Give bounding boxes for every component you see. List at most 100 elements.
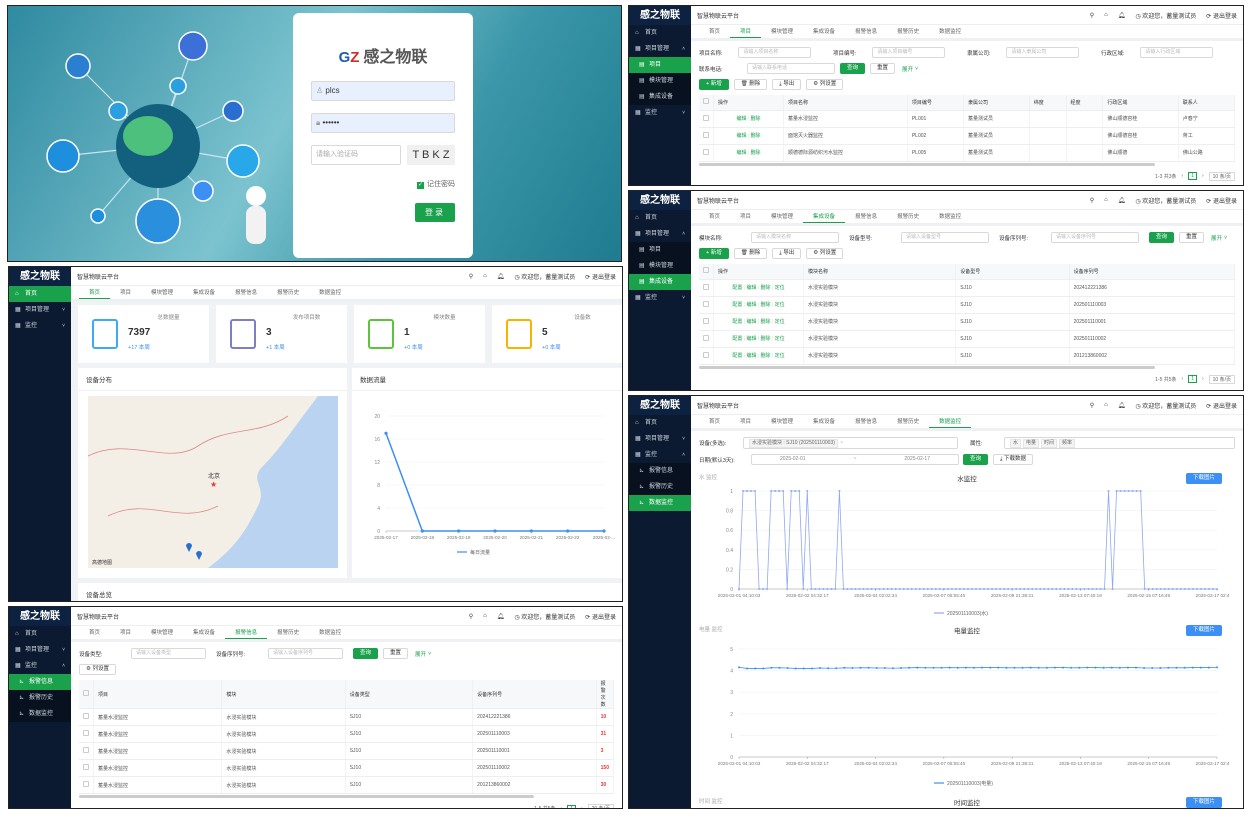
tab-0[interactable]: 首页 — [709, 214, 721, 220]
reset-button[interactable]: 重置 — [870, 63, 896, 74]
export-button[interactable]: ⤓ 导出 — [772, 248, 802, 259]
action-1[interactable]: 编辑 — [746, 353, 757, 359]
query-button[interactable]: 查询 — [1149, 232, 1175, 243]
row-checkbox[interactable] — [703, 283, 709, 290]
row-checkbox[interactable] — [703, 300, 709, 307]
tab-6[interactable]: 数据监控 — [319, 630, 342, 636]
filter-input[interactable]: 请输入设备类型 — [131, 648, 206, 659]
sidebar-item-2[interactable]: ▦ 监控 ˅ — [629, 105, 691, 121]
tab-0[interactable]: 首页 — [709, 419, 721, 425]
action-0[interactable]: 编辑 — [736, 133, 747, 139]
download-image-button[interactable]: 下载图片 — [1185, 625, 1222, 636]
attribute-tag[interactable]: 水 — [1010, 439, 1022, 448]
column-settings-button[interactable]: ⚙ 列设置 — [806, 79, 844, 90]
table-row[interactable]: 配置 | 编辑 | 删除 | 定位 水浸实验模块 SJ10 201213860002 — [699, 347, 1236, 365]
logout-button[interactable]: ⟳ 退出登录 — [1206, 11, 1237, 20]
login-button[interactable]: 登录 — [415, 203, 455, 222]
sidebar-subitem[interactable]: ▤ 项目 — [629, 57, 691, 73]
tab-5[interactable]: 报警历史 — [897, 419, 920, 425]
export-button[interactable]: ⤓ 导出 — [772, 79, 802, 90]
sidebar-item-1[interactable]: ▦ 项目管理 ˄ — [629, 41, 691, 57]
tab-2[interactable]: 模块管理 — [771, 29, 794, 35]
home-icon[interactable]: ⌂ — [1104, 12, 1108, 18]
row-checkbox[interactable] — [703, 114, 709, 121]
remember-checkbox[interactable]: ✓ — [417, 182, 424, 189]
page-number[interactable]: 1 — [567, 804, 576, 808]
sidebar-item-1[interactable]: ▦ 项目管理 ˅ — [629, 431, 691, 447]
delete-button[interactable]: 🗑︎ 删除 — [733, 248, 768, 259]
logout-button[interactable]: ⟳ 退出登录 — [1206, 401, 1237, 410]
sidebar-item-0[interactable]: ⌂ 首页 — [629, 415, 691, 431]
sidebar-item-2[interactable]: ▦ 监控 ˄ — [9, 658, 71, 674]
username-input[interactable]: ♙ plcs — [311, 81, 455, 101]
select-all-checkbox[interactable] — [703, 98, 709, 105]
filter-input[interactable]: 请输入设备序列号 — [1051, 232, 1139, 243]
row-checkbox[interactable] — [83, 713, 89, 719]
search-icon[interactable]: ⚲ — [468, 613, 474, 620]
action-1[interactable]: 删除 — [750, 133, 761, 139]
home-icon[interactable]: ⌂ — [483, 273, 487, 279]
action-3[interactable]: 定位 — [774, 302, 785, 308]
action-0[interactable]: 配置 — [732, 319, 743, 325]
action-3[interactable]: 定位 — [774, 353, 785, 359]
tab-4[interactable]: 报警信息 — [855, 419, 878, 425]
device-multiselect[interactable]: 水浸实验模块 : SJ10 (202501110003) × — [743, 437, 958, 449]
home-icon[interactable]: ⌂ — [1104, 197, 1108, 203]
tab-1[interactable]: 项目 — [120, 290, 132, 296]
sidebar-item-1[interactable]: ▦ 项目管理 ˅ — [9, 302, 71, 318]
table-row[interactable]: 编辑 | 删除 顺德德际源纺织污水监控 PL005 蓄量测试员 佛山顺德 佛山公路 — [699, 144, 1236, 162]
logout-button[interactable]: ⟳ 退出登录 — [1206, 196, 1237, 205]
home-icon[interactable]: ⌂ — [1104, 402, 1108, 408]
action-2[interactable]: 删除 — [760, 353, 771, 359]
welcome-user[interactable]: ◷ 欢迎您，蓄量测试员 — [1135, 401, 1196, 410]
filter-input[interactable]: 请输入项目名称 — [738, 47, 811, 58]
tab-5[interactable]: 报警历史 — [277, 290, 300, 296]
column-settings-button[interactable]: ⚙ 列设置 — [79, 664, 116, 675]
horizontal-scrollbar[interactable] — [699, 162, 1155, 166]
sidebar-item-1[interactable]: ▦ 项目管理 ˄ — [629, 226, 691, 242]
row-checkbox[interactable] — [83, 764, 89, 770]
device-tag[interactable]: 水浸实验模块 : SJ10 (202501110003) — [749, 439, 838, 448]
action-2[interactable]: 删除 — [760, 302, 771, 308]
tag-close-icon[interactable]: × — [838, 440, 844, 446]
tab-1[interactable]: 项目 — [740, 419, 752, 425]
action-1[interactable]: 编辑 — [746, 336, 757, 342]
reset-button[interactable]: 重置 — [1179, 232, 1205, 243]
filter-input[interactable]: 请输入联系电话 — [747, 63, 835, 74]
welcome-user[interactable]: ◷ 欢迎您，蓄量测试员 — [1135, 11, 1196, 20]
tab-3[interactable]: 集成设备 — [193, 630, 216, 636]
sidebar-subitem[interactable]: ▤ 项目 — [629, 242, 691, 258]
tab-0[interactable]: 首页 — [89, 630, 101, 636]
tab-4[interactable]: 报警信息 — [855, 29, 878, 35]
filter-input[interactable]: 请输入隶属公司 — [1006, 47, 1079, 58]
captcha-image[interactable]: T B K Z — [407, 145, 455, 165]
page-size-select[interactable]: 20 条/页 — [587, 804, 614, 808]
sidebar-subitem[interactable]: ⊾ 报警历史 — [629, 479, 691, 495]
sidebar-item-0[interactable]: ⌂ 首页 — [629, 210, 691, 226]
table-row[interactable]: 蓄量水浸监控 水浸实验模块 SJ10 202501110003 31 — [79, 725, 615, 743]
row-checkbox[interactable] — [703, 334, 709, 341]
tab-4[interactable]: 报警信息 — [225, 626, 268, 639]
row-checkbox[interactable] — [83, 730, 89, 736]
sidebar-subitem[interactable]: ▤ 模块管理 — [629, 73, 691, 89]
search-icon[interactable]: ⚲ — [1089, 197, 1095, 204]
next-page-icon[interactable]: › — [580, 805, 583, 809]
bell-icon[interactable]: 🔔︎ — [496, 273, 505, 280]
action-0[interactable]: 配置 — [732, 336, 743, 342]
prev-page-icon[interactable]: ‹ — [560, 805, 563, 809]
delete-button[interactable]: 🗑︎ 删除 — [733, 79, 768, 90]
tab-6[interactable]: 数据监控 — [939, 29, 962, 35]
table-row[interactable]: 蓄量水浸监控 水浸实验模块 SJ10 202412221386 10 — [79, 708, 615, 726]
action-3[interactable]: 定位 — [774, 319, 785, 325]
attribute-tag[interactable]: 电量 — [1023, 439, 1040, 448]
date-range-picker[interactable]: 2025-02-01 ~2025-02-17 — [751, 454, 959, 465]
tab-6[interactable]: 数据监控 — [939, 214, 962, 220]
tab-0[interactable]: 首页 — [709, 29, 721, 35]
tab-2[interactable]: 模块管理 — [151, 290, 174, 296]
download-image-button[interactable]: 下载图片 — [1185, 473, 1222, 484]
table-row[interactable]: 配置 | 编辑 | 删除 | 定位 水浸实验模块 SJ10 202501110003 — [699, 296, 1236, 314]
sidebar-subitem[interactable]: ⊾ 报警信息 — [9, 674, 71, 690]
tab-5[interactable]: 报警历史 — [897, 29, 920, 35]
sidebar-subitem[interactable]: ▤ 集成设备 — [629, 89, 691, 105]
table-row[interactable]: 蓄量水浸监控 水浸实验模块 SJ10 201213860002 30 — [79, 776, 615, 794]
